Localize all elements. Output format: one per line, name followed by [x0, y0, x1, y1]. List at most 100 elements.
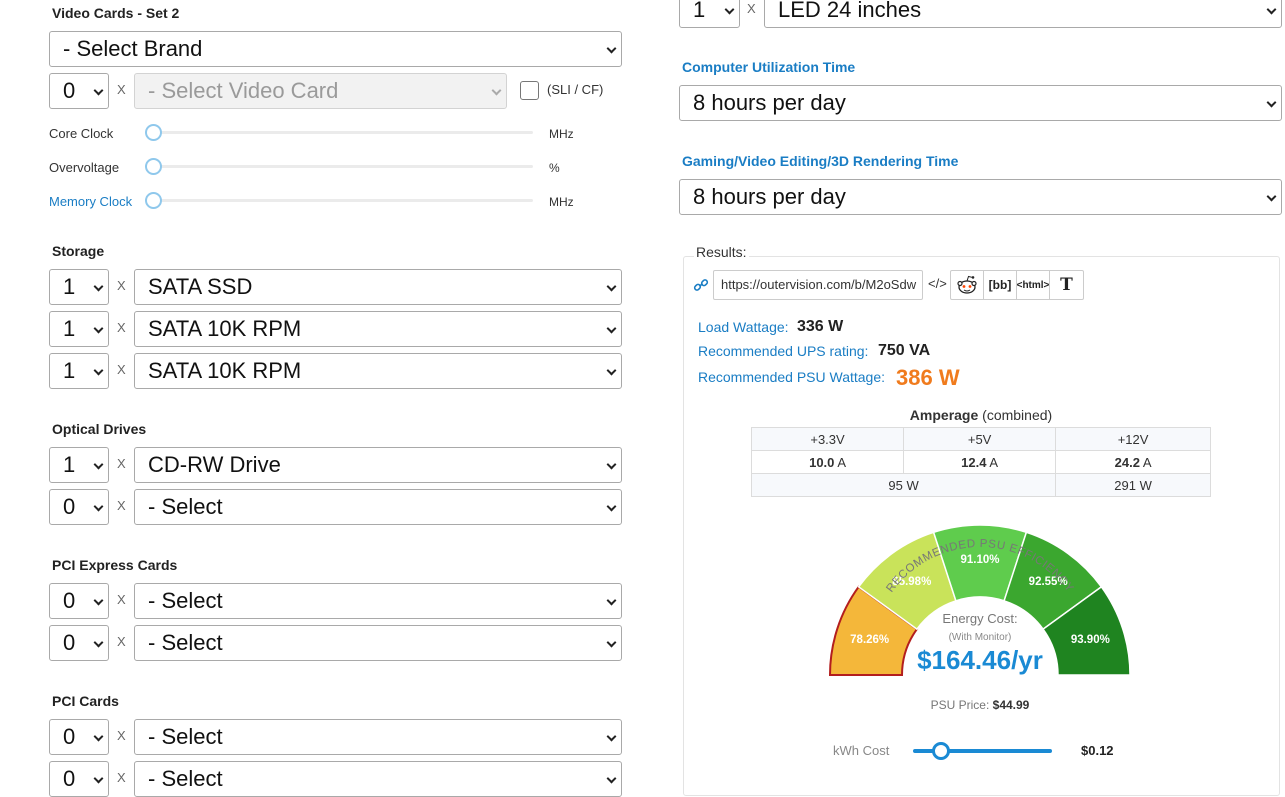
psu-price: PSU Price: $44.99 [880, 698, 1080, 712]
optical-qty-select[interactable]: 1 [49, 447, 109, 483]
pcie-qty-select[interactable]: 0 [49, 583, 109, 619]
rail-watts-12v: 291 W [1055, 473, 1211, 497]
pcie-item-select[interactable]: - Select [134, 583, 622, 619]
optical-item-select[interactable]: - Select [134, 489, 622, 525]
amperage-sub: (combined) [982, 407, 1053, 423]
kwh-cost-label: kWh Cost [833, 743, 890, 758]
pcie-item-value: - Select [148, 588, 223, 613]
rail-watts-low: 95 W [750, 473, 1057, 497]
share-buttons: [bb] <html> T [950, 270, 1084, 300]
storage-item-value: SATA SSD [148, 274, 253, 299]
storage-qty-select[interactable]: 1 [49, 269, 109, 305]
monitor-select-value: LED 24 inches [778, 0, 922, 22]
chevron-down-icon [93, 595, 104, 606]
memory-clock-track[interactable] [150, 199, 533, 202]
link-icon[interactable] [693, 277, 709, 298]
pci-item-value: - Select [148, 766, 223, 791]
pcie-item-select[interactable]: - Select [134, 625, 622, 661]
load-wattage-label[interactable]: Load Wattage: [698, 319, 789, 335]
sli-checkbox[interactable] [520, 81, 539, 100]
efficiency-segment-label: 91.10% [960, 554, 999, 566]
pcie-qty-select[interactable]: 0 [49, 625, 109, 661]
chevron-down-icon [606, 281, 617, 292]
monitor-qty-select[interactable]: 1 [679, 0, 740, 28]
storage-qty-value: 1 [63, 274, 76, 299]
video-card-qty-select[interactable]: 0 [49, 73, 109, 109]
chevron-down-icon [606, 501, 617, 512]
pci-cards-title: PCI Cards [52, 693, 119, 709]
chevron-down-icon [606, 43, 617, 54]
efficiency-segment-label: 78.26% [850, 634, 889, 646]
pcie-item-value: - Select [148, 630, 223, 655]
optical-qty-select[interactable]: 0 [49, 489, 109, 525]
overvoltage-slider-handle[interactable] [145, 158, 162, 175]
kwh-cost-track[interactable] [913, 749, 1052, 753]
gaming-select[interactable]: 8 hours per day [679, 179, 1282, 215]
ups-rating-label[interactable]: Recommended UPS rating: [698, 343, 869, 359]
pci-qty-select[interactable]: 0 [49, 761, 109, 797]
pci-item-select[interactable]: - Select [134, 719, 622, 755]
html-share-button[interactable]: <html> [1017, 271, 1050, 299]
storage-item-value: SATA 10K RPM [148, 358, 302, 383]
kwh-cost-value: $0.12 [1081, 743, 1114, 758]
multiplier-x: X [117, 728, 126, 743]
monitor-select[interactable]: LED 24 inches [764, 0, 1282, 28]
pci-item-value: - Select [148, 724, 223, 749]
chevron-down-icon [606, 731, 617, 742]
reddit-share-button[interactable] [951, 271, 984, 299]
chevron-down-icon [93, 459, 104, 470]
storage-qty-select[interactable]: 1 [49, 311, 109, 347]
chevron-down-icon [93, 365, 104, 376]
memory-clock-slider-handle[interactable] [145, 192, 162, 209]
multiplier-x: X [117, 82, 126, 97]
chevron-down-icon [93, 731, 104, 742]
psu-wattage-label[interactable]: Recommended PSU Wattage: [698, 369, 886, 385]
kwh-cost-slider-handle[interactable] [931, 742, 950, 760]
share-url-input[interactable]: https://outervision.com/b/M2oSdw [713, 270, 923, 300]
psu-price-value: $44.99 [992, 698, 1030, 712]
rail-name: +5V [903, 427, 1057, 451]
efficiency-segment-label: 85.98% [892, 576, 931, 588]
storage-qty-value: 1 [63, 358, 76, 383]
psu-price-label: PSU Price: [930, 698, 990, 712]
storage-item-select[interactable]: SATA SSD [134, 269, 622, 305]
chevron-down-icon [606, 459, 617, 470]
storage-qty-value: 1 [63, 316, 76, 341]
amperage-heading: Amperage (combined) [751, 407, 1211, 423]
optical-item-value: CD-RW Drive [148, 452, 281, 477]
core-clock-slider-handle[interactable] [145, 124, 162, 141]
rail-amps: 12.4 A [903, 450, 1057, 474]
text-share-button[interactable]: T [1060, 275, 1073, 295]
video-card-qty-value: 0 [63, 78, 76, 103]
multiplier-x: X [117, 362, 126, 377]
video-card-select-value: - Select Video Card [148, 78, 339, 103]
core-clock-track[interactable] [150, 131, 533, 134]
storage-item-select[interactable]: SATA 10K RPM [134, 353, 622, 389]
memory-clock-label[interactable]: Memory Clock [49, 194, 133, 209]
load-wattage-value: 336 W [797, 318, 844, 335]
utilization-select[interactable]: 8 hours per day [679, 85, 1282, 121]
multiplier-x: X [117, 498, 126, 513]
bbcode-share-button[interactable]: [bb] [984, 271, 1017, 299]
chevron-down-icon [93, 501, 104, 512]
storage-qty-select[interactable]: 1 [49, 353, 109, 389]
pci-item-select[interactable]: - Select [134, 761, 622, 797]
chevron-down-icon [1266, 97, 1277, 108]
video-card-select[interactable]: - Select Video Card [134, 73, 507, 109]
rail-name: +12V [1055, 427, 1211, 451]
amperage-table: +3.3V +5V +12V 10.0 A 12.4 A 24.2 A 95 W… [750, 427, 1211, 497]
pci-qty-value: 0 [63, 766, 76, 791]
pci-qty-value: 0 [63, 724, 76, 749]
gaming-title: Gaming/Video Editing/3D Rendering Time [682, 153, 959, 169]
chevron-down-icon [606, 365, 617, 376]
monitor-qty-value: 1 [693, 0, 706, 22]
overvoltage-track[interactable] [150, 165, 533, 168]
video-brand-select[interactable]: - Select Brand [49, 31, 622, 67]
embed-code-icon[interactable]: </> [928, 276, 947, 291]
storage-item-select[interactable]: SATA 10K RPM [134, 311, 622, 347]
optical-item-select[interactable]: CD-RW Drive [134, 447, 622, 483]
core-clock-label: Core Clock [49, 126, 114, 141]
reddit-icon [957, 275, 977, 294]
pci-qty-select[interactable]: 0 [49, 719, 109, 755]
chevron-down-icon [1266, 191, 1277, 202]
